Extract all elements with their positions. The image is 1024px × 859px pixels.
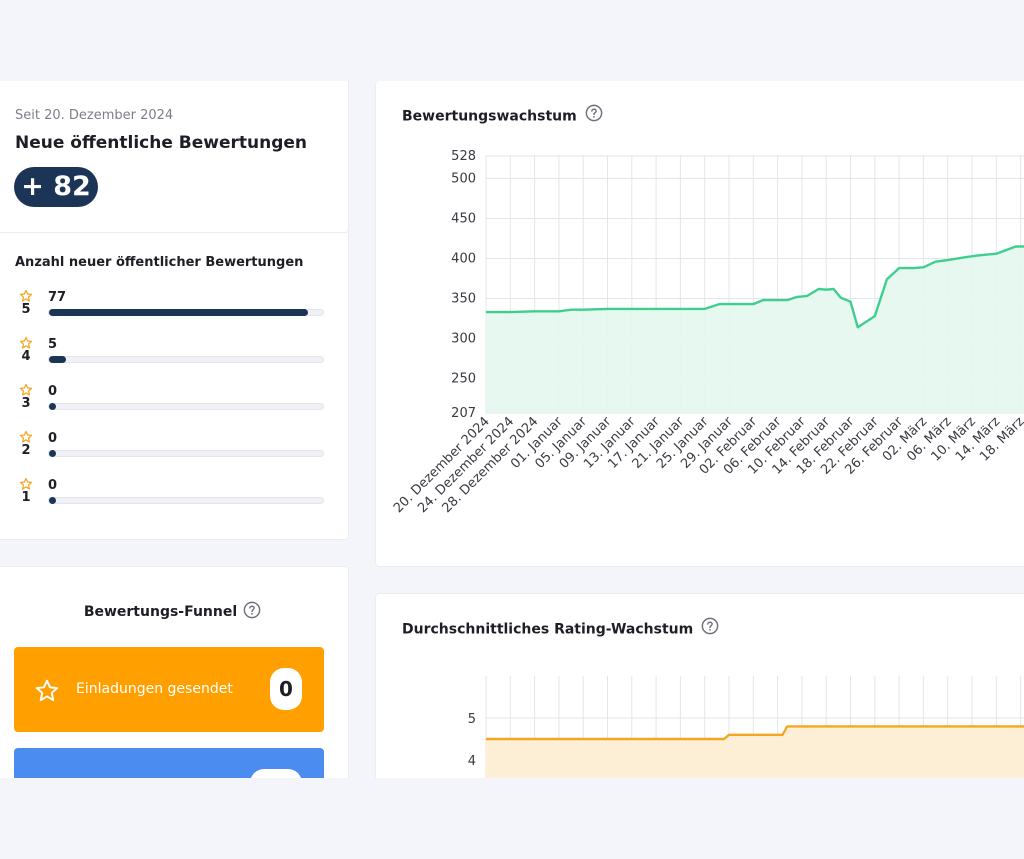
- y-tick-label: 300: [451, 332, 476, 347]
- rating-count: 77: [48, 290, 67, 305]
- avg-chart-title: Durchschnittliches Rating-Wachstum: [402, 621, 694, 638]
- funnel-step-invitations-sent[interactable]: Einladungen gesendet 0: [14, 647, 324, 732]
- rating-bar-track: [48, 497, 324, 504]
- rating-row-5: 5 77: [0, 288, 348, 328]
- star-outline-icon: [19, 288, 33, 302]
- y-tick-label: 400: [451, 251, 476, 266]
- review-funnel-card: Bewertungs-Funnel Einladungen gesendet 0: [0, 566, 349, 778]
- rating-stars-label: 1: [21, 490, 31, 505]
- funnel-title-row: Bewertungs-Funnel: [0, 601, 348, 623]
- funnel-step-second[interactable]: [14, 748, 324, 778]
- distribution-title: Anzahl neuer öffentlicher Bewertungen: [15, 255, 304, 270]
- rating-distribution-card: Anzahl neuer öffentlicher Bewertungen 5 7…: [0, 233, 349, 540]
- new-reviews-count: + 82: [14, 167, 98, 207]
- summary-title: Neue öffentliche Bewertungen: [15, 133, 308, 153]
- rating-count: 0: [48, 478, 58, 493]
- rating-count: 0: [48, 431, 58, 446]
- chart-title-row: Bewertungswachstum: [402, 104, 603, 126]
- series-line: [486, 725, 1024, 741]
- star-icon: [34, 678, 60, 704]
- chart-title-row: Durchschnittliches Rating-Wachstum: [402, 617, 719, 639]
- help-icon[interactable]: [243, 601, 261, 623]
- series-area: [486, 246, 1024, 413]
- rating-bar-fill: [49, 356, 66, 363]
- y-tick-label: 207: [451, 406, 476, 421]
- average-rating-chart: 54: [468, 676, 1024, 778]
- rating-count: 0: [48, 384, 58, 399]
- help-icon[interactable]: [585, 104, 603, 126]
- since-date: Seit 20. Dezember 2024: [15, 108, 174, 123]
- y-tick-label: 528: [451, 149, 476, 164]
- summary-card: Seit 20. Dezember 2024 Neue öffentliche …: [0, 81, 349, 233]
- y-tick-label: 500: [451, 171, 476, 186]
- help-icon[interactable]: [701, 617, 719, 639]
- rating-bar-track: [48, 309, 324, 316]
- rating-bar-fill: [49, 309, 309, 316]
- star-outline-icon: [19, 335, 33, 349]
- rating-stars-label: 5: [21, 302, 31, 317]
- rating-stars-label: 4: [21, 349, 31, 364]
- funnel-title: Bewertungs-Funnel: [83, 604, 238, 620]
- y-tick-label: 450: [451, 211, 476, 226]
- funnel-step-value: 0: [270, 668, 302, 710]
- rating-bar-track: [48, 450, 324, 457]
- star-outline-icon: [19, 476, 33, 490]
- x-tick-label: 20. Dezember 2024: [391, 414, 493, 516]
- funnel-step-label: Einladungen gesendet: [76, 681, 233, 697]
- rating-bar-fill: [49, 403, 56, 410]
- y-tick-label: 350: [451, 292, 476, 307]
- dashboard: Seit 20. Dezember 2024 Neue öffentliche …: [0, 81, 1024, 778]
- y-tick-label: 250: [451, 372, 476, 387]
- funnel-step-value: [250, 769, 302, 778]
- series-line: [486, 245, 1024, 329]
- rating-stars-label: 2: [21, 443, 31, 458]
- review-growth-card: 528 500 450 400 350 300 250 207 20. Dezember 202…: [375, 81, 1024, 567]
- rating-bar-track: [48, 356, 324, 363]
- star-outline-icon: [19, 429, 33, 443]
- rating-bar-fill: [49, 450, 56, 457]
- rating-bar-fill: [49, 497, 56, 504]
- rating-stars-label: 3: [21, 396, 31, 411]
- rating-count: 5: [48, 337, 58, 352]
- star-outline-icon: [19, 382, 33, 396]
- growth-chart-title: Bewertungswachstum: [402, 108, 577, 125]
- y-tick-label: 4: [468, 754, 476, 769]
- rating-bar-track: [48, 403, 324, 410]
- y-tick-label: 5: [468, 712, 476, 727]
